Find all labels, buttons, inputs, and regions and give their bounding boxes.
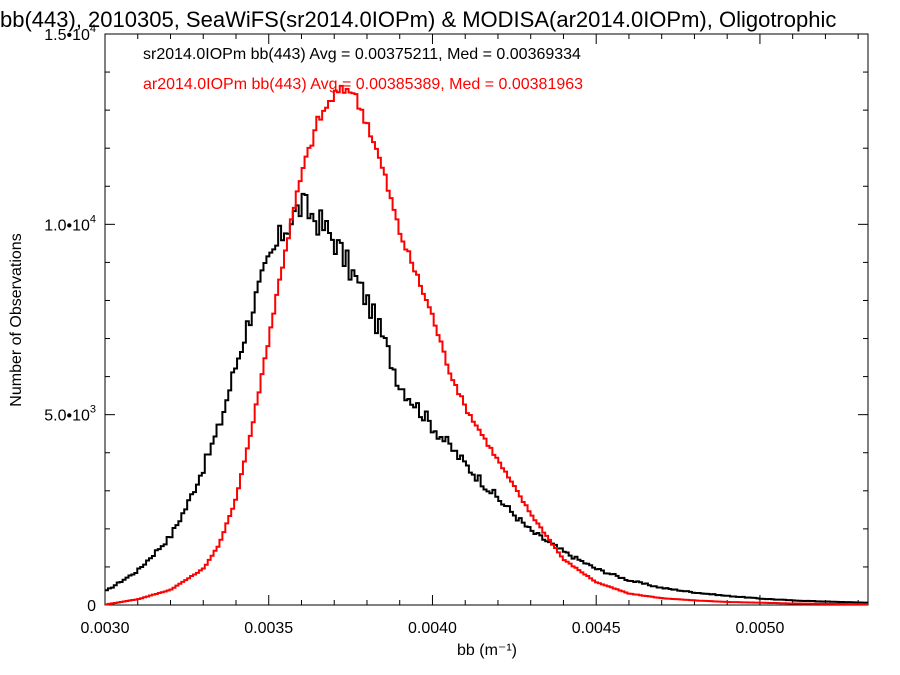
y-tick-exponent: 4 [90, 213, 96, 225]
x-tick-label: 0.0045 [572, 620, 621, 637]
series-layer [105, 84, 868, 606]
y-tick-mantissa: 1.5•10 [44, 27, 90, 44]
x-tick-label: 0.0035 [244, 620, 293, 637]
x-tick-label: 0.0030 [81, 620, 130, 637]
y-tick-label: 5.0•103 [44, 404, 96, 425]
legend: sr2014.0IOPm bb(443) Avg = 0.00375211, M… [143, 46, 583, 93]
series-2-histogram-line [105, 84, 868, 606]
plot-frame [104, 33, 869, 606]
y-tick-label: 1.5•104 [44, 23, 96, 44]
y-tick-label: 1.0•104 [44, 213, 96, 234]
x-axis-ticks: 0.0030 0.0035 0.0040 0.0045 0.0050 [81, 34, 859, 637]
x-tick-label: 0.0040 [408, 620, 457, 637]
y-tick-mantissa: 1.0•10 [44, 217, 90, 234]
y-tick-label: 0 [87, 598, 96, 615]
x-tick-label: 0.0050 [735, 620, 784, 637]
chart-title: bb(443), 2010305, SeaWiFS(sr2014.0IOPm) … [0, 7, 836, 32]
y-tick-mantissa: 0 [87, 598, 96, 615]
plot-border [104, 33, 869, 606]
y-axis-label: Number of Observations [8, 233, 25, 406]
y-tick-exponent: 4 [90, 23, 96, 35]
x-axis-label: bb (m⁻¹) [457, 642, 517, 659]
series-1-histogram-line [105, 192, 868, 604]
legend-entry-series-1: sr2014.0IOPm bb(443) Avg = 0.00375211, M… [143, 46, 581, 63]
y-tick-exponent: 3 [90, 404, 96, 416]
y-tick-mantissa: 5.0•10 [44, 408, 90, 425]
legend-entry-series-2: ar2014.0IOPm bb(443) Avg = 0.00385389, M… [143, 76, 583, 93]
